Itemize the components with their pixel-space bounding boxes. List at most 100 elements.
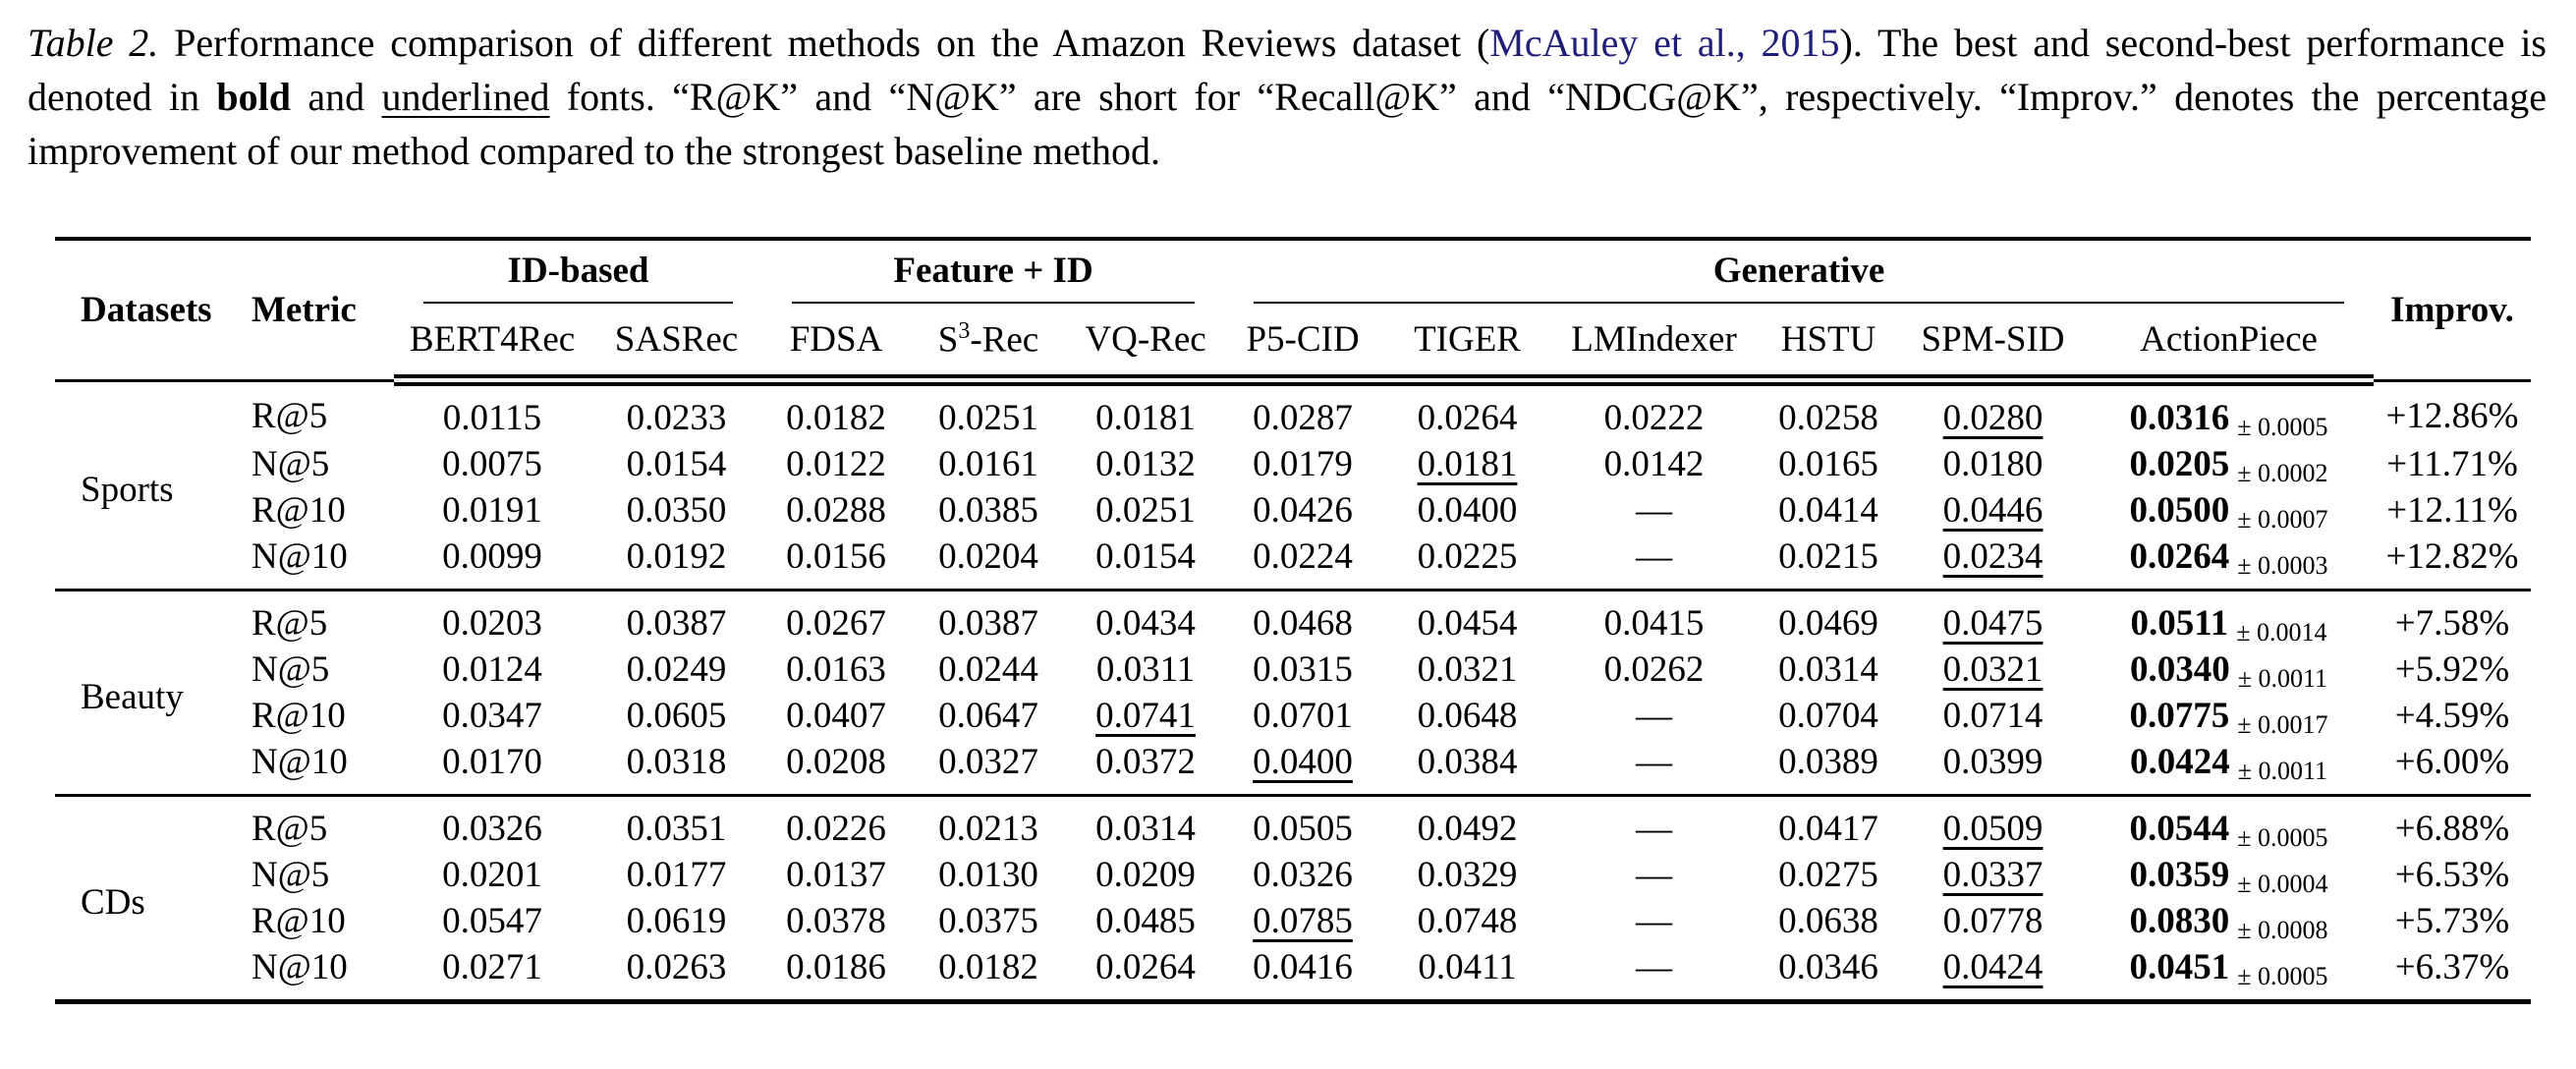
value-cell: 0.0288 bbox=[786, 490, 886, 531]
value-cell: 0.0251 bbox=[938, 398, 1038, 438]
group-header-feature-id: Feature + ID bbox=[762, 239, 1224, 304]
method-header-bert4rec: BERT4Rec bbox=[394, 304, 590, 386]
value-cell: 0.0182 bbox=[786, 398, 886, 438]
improv-cell: +5.92% bbox=[2394, 649, 2510, 690]
value-cell: 0.0384 bbox=[1417, 742, 1518, 782]
value-cell: 0.0264 bbox=[1095, 947, 1196, 987]
value-cell: 0.0115 bbox=[442, 398, 542, 438]
table-row: N@10 0.0271 0.0263 0.0186 0.0182 0.0264 … bbox=[55, 944, 2531, 1002]
actionpiece-value-cell: 0.0775 ± 0.0017 bbox=[2129, 696, 2328, 739]
value-cell: 0.0181 bbox=[1095, 398, 1196, 438]
value-cell: 0.0399 bbox=[1942, 742, 2044, 782]
value-cell: 0.0315 bbox=[1253, 649, 1353, 690]
value-cell: 0.0378 bbox=[786, 901, 886, 941]
value-cell: 0.0407 bbox=[786, 696, 886, 736]
value-cell: 0.0287 bbox=[1253, 398, 1353, 438]
value-cell: 0.0387 bbox=[626, 603, 727, 644]
value-cell: 0.0327 bbox=[938, 742, 1038, 782]
improv-column-header: Improv. bbox=[2390, 289, 2514, 330]
value-cell: 0.0375 bbox=[938, 901, 1038, 941]
method-label-base: S bbox=[937, 319, 959, 361]
value-cell: 0.0311 bbox=[1095, 649, 1196, 690]
value-cell: 0.0251 bbox=[1095, 490, 1196, 531]
method-header-s3rec: S3-Rec bbox=[910, 304, 1068, 386]
value-cell: — bbox=[1636, 536, 1673, 577]
improv-cell: +12.11% bbox=[2386, 490, 2518, 531]
datasets-column-header: Datasets bbox=[81, 289, 212, 330]
table-row: N@5 0.0075 0.0154 0.0122 0.0161 0.0132 0… bbox=[55, 441, 2531, 487]
table-row: Sports R@5 0.0115 0.0233 0.0182 0.0251 0… bbox=[55, 380, 2531, 508]
table-row: R@10 0.0347 0.0605 0.0407 0.0647 0.0741 … bbox=[55, 693, 2531, 739]
value-cell: 0.0215 bbox=[1778, 536, 1878, 577]
value-cell: 0.0346 bbox=[1778, 947, 1878, 987]
value-cell: 0.0233 bbox=[626, 398, 727, 438]
value-cell: — bbox=[1636, 901, 1673, 941]
value-cell: 0.0192 bbox=[626, 536, 727, 577]
value-cell: 0.0191 bbox=[442, 490, 542, 531]
improv-cell: +6.00% bbox=[2394, 742, 2510, 782]
value-cell: 0.0372 bbox=[1095, 742, 1196, 782]
caption-underlined-word: underlined bbox=[381, 75, 550, 119]
metric-label: N@10 bbox=[252, 947, 348, 987]
method-label-rest: -Rec bbox=[970, 319, 1039, 361]
actionpiece-value-cell: 0.0205 ± 0.0002 bbox=[2129, 444, 2328, 487]
value-cell: 0.0638 bbox=[1778, 901, 1878, 941]
value-cell: 0.0244 bbox=[938, 649, 1038, 690]
value-cell: 0.0203 bbox=[442, 603, 542, 644]
metric-label: N@10 bbox=[252, 742, 348, 782]
value-cell: — bbox=[1636, 490, 1673, 531]
value-cell: 0.0648 bbox=[1417, 696, 1518, 736]
method-header-tiger: TIGER bbox=[1381, 304, 1554, 386]
value-cell: 0.0132 bbox=[1095, 444, 1196, 484]
value-cell: 0.0222 bbox=[1603, 398, 1705, 438]
value-cell: 0.0075 bbox=[442, 444, 542, 484]
value-cell: 0.0424 bbox=[1942, 947, 2044, 987]
value-cell: 0.0446 bbox=[1942, 490, 2044, 531]
value-cell: 0.0165 bbox=[1778, 444, 1878, 484]
value-cell: 0.0426 bbox=[1253, 490, 1353, 531]
value-cell: 0.0124 bbox=[442, 649, 542, 690]
value-cell: — bbox=[1636, 855, 1673, 895]
value-cell: 0.0142 bbox=[1603, 444, 1705, 484]
method-header-actionpiece: ActionPiece bbox=[2084, 304, 2375, 386]
improv-cell: +6.53% bbox=[2394, 855, 2510, 895]
table-row: CDs R@5 0.0326 0.0351 0.0226 0.0213 0.03… bbox=[55, 796, 2531, 921]
value-cell: 0.0475 bbox=[1942, 603, 2044, 644]
caption-text: ). The best and second-best performance … bbox=[28, 21, 2547, 119]
table-row: N@5 0.0201 0.0177 0.0137 0.0130 0.0209 0… bbox=[55, 852, 2531, 898]
value-cell: 0.0389 bbox=[1778, 742, 1878, 782]
improv-cell: +12.86% bbox=[2385, 395, 2519, 436]
improv-cell: +4.59% bbox=[2394, 696, 2510, 736]
actionpiece-value-cell: 0.0500 ± 0.0007 bbox=[2129, 490, 2328, 534]
results-table: Datasets Metric ID-based Feature + ID Ge… bbox=[55, 237, 2532, 1004]
value-cell: 0.0234 bbox=[1942, 536, 2044, 577]
dataset-block-beauty: Beauty R@5 0.0203 0.0387 0.0267 0.0387 0… bbox=[55, 590, 2532, 796]
group-label: Feature + ID bbox=[792, 253, 1196, 304]
value-cell: 0.0182 bbox=[938, 947, 1038, 987]
dataset-block-cds: CDs R@5 0.0326 0.0351 0.0226 0.0213 0.03… bbox=[55, 795, 2532, 1002]
value-cell: 0.0137 bbox=[786, 855, 886, 895]
method-header-p5cid: P5-CID bbox=[1224, 304, 1382, 386]
value-cell: 0.0180 bbox=[1942, 444, 2044, 484]
value-cell: 0.0209 bbox=[1095, 855, 1196, 895]
value-cell: 0.0351 bbox=[626, 809, 727, 849]
value-cell: 0.0605 bbox=[626, 696, 727, 736]
table-row: N@10 0.0170 0.0318 0.0208 0.0327 0.0372 … bbox=[55, 739, 2531, 796]
method-header-sasrec: SASRec bbox=[590, 304, 763, 386]
metric-label: R@5 bbox=[252, 603, 328, 644]
value-cell: 0.0204 bbox=[938, 536, 1038, 577]
value-cell: 0.0326 bbox=[1253, 855, 1353, 895]
table-row: R@10 0.0547 0.0619 0.0378 0.0375 0.0485 … bbox=[55, 898, 2531, 944]
value-cell: 0.0263 bbox=[626, 947, 727, 987]
value-cell: 0.0225 bbox=[1417, 536, 1518, 577]
table-row: Beauty R@5 0.0203 0.0387 0.0267 0.0387 0… bbox=[55, 591, 2531, 715]
improv-cell: +12.82% bbox=[2385, 536, 2519, 577]
method-header-lmindexer: LMIndexer bbox=[1553, 304, 1756, 386]
value-cell: 0.0267 bbox=[786, 603, 886, 644]
value-cell: — bbox=[1636, 742, 1673, 782]
method-header-vqrec: VQ-Rec bbox=[1067, 304, 1225, 386]
value-cell: 0.0186 bbox=[786, 947, 886, 987]
citation-link[interactable]: McAuley et al., 2015 bbox=[1489, 21, 1840, 65]
actionpiece-value-cell: 0.0264 ± 0.0003 bbox=[2129, 536, 2328, 580]
group-label: Generative bbox=[1254, 253, 2345, 304]
